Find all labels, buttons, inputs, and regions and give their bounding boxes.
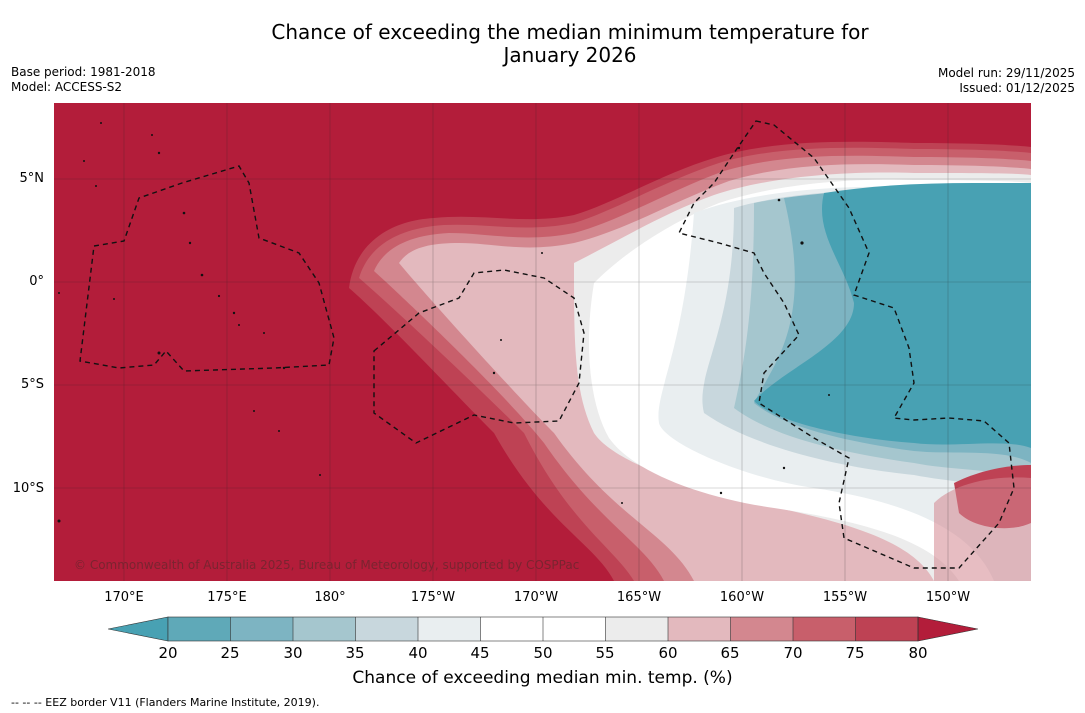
colorbar-tick-40: 40 (408, 644, 428, 662)
lat-label-5n: 5°N (19, 171, 45, 186)
lon-label-175w: 175°W (410, 590, 456, 605)
colorbar-tick-75: 75 (845, 644, 865, 662)
eez-kiribati-line (677, 120, 1015, 569)
colorbar-55-60 (605, 617, 668, 641)
colorbar-title: Chance of exceeding median min. temp. (%… (352, 668, 733, 688)
colorbar-tick-80: 80 (908, 644, 928, 662)
region-below-20 (754, 183, 1031, 448)
lon-label-150w: 150°W (925, 590, 971, 605)
map-title: Chance of exceeding the median minimum t… (0, 21, 1085, 67)
lon-label-155w: 155°W (822, 590, 868, 605)
lon-label-175e: 175°E (207, 590, 247, 605)
colorbar-low-arrow (108, 616, 169, 642)
model-run: Model run: 29/11/2025 (937, 66, 1075, 80)
colorbar-high-arrow (917, 616, 978, 642)
lat-label-0: 0° (29, 274, 44, 289)
colorbar-50-55 (543, 617, 606, 641)
colorbar-tick-20: 20 (158, 644, 178, 662)
colorbar-tick-25: 25 (220, 644, 240, 662)
lat-label-5s: 5°S (20, 377, 44, 392)
lon-label-180: 180° (314, 590, 346, 605)
lon-label-160w: 160°W (719, 590, 765, 605)
title-line-2: January 2026 (503, 43, 637, 67)
colorbar-70-75 (793, 617, 856, 641)
meta-left: Base period: 1981-2018 Model: ACCESS-S2 (11, 65, 156, 95)
lon-label-170e: 170°E (104, 590, 144, 605)
graticule (54, 103, 1031, 581)
colorbar-65-70 (730, 617, 793, 641)
meta-right: Model run: 29/11/2025 Issued: 01/12/2025 (938, 66, 1075, 96)
base-period: Base period: 1981-2018 (11, 65, 156, 79)
region-se-pink (934, 477, 1031, 581)
colorbar-35-40 (355, 617, 418, 641)
copyright-notice: © Commonwealth of Australia 2025, Bureau… (74, 558, 580, 572)
colorbar-40-45 (418, 617, 481, 641)
colorbar-tick-65: 65 (720, 644, 740, 662)
colorbar-30-35 (293, 617, 356, 641)
eez-borders (79, 120, 1015, 569)
lon-label-170w: 170°W (513, 590, 559, 605)
model-name: Model: ACCESS-S2 (11, 80, 123, 94)
colorbar-60-65 (668, 617, 731, 641)
colorbar-tick-45: 45 (470, 644, 490, 662)
colorbar-tick-50: 50 (533, 644, 553, 662)
colorbar-45-50 (480, 617, 543, 641)
issued-date: Issued: 01/12/2025 (959, 81, 1075, 95)
colorbar (108, 616, 978, 642)
islands (57, 122, 830, 523)
colorbar-tick-70: 70 (783, 644, 803, 662)
colorbar-tick-55: 55 (595, 644, 615, 662)
eez-legend: -- -- -- EEZ border V11 (Flanders Marine… (11, 696, 320, 709)
title-line-1: Chance of exceeding the median minimum t… (271, 20, 869, 44)
probability-map (54, 103, 1031, 581)
lon-label-165w: 165°W (616, 590, 662, 605)
colorbar-75-80 (855, 617, 918, 641)
colorbar-tick-30: 30 (283, 644, 303, 662)
eez-kiribati-phoenix (373, 269, 585, 444)
colorbar-tick-60: 60 (658, 644, 678, 662)
colorbar-20-25 (168, 617, 231, 641)
eez-kiribati-gilbert (79, 165, 335, 372)
colorbar-tick-35: 35 (345, 644, 365, 662)
colorbar-25-30 (230, 617, 293, 641)
lat-label-10s: 10°S (12, 481, 44, 496)
